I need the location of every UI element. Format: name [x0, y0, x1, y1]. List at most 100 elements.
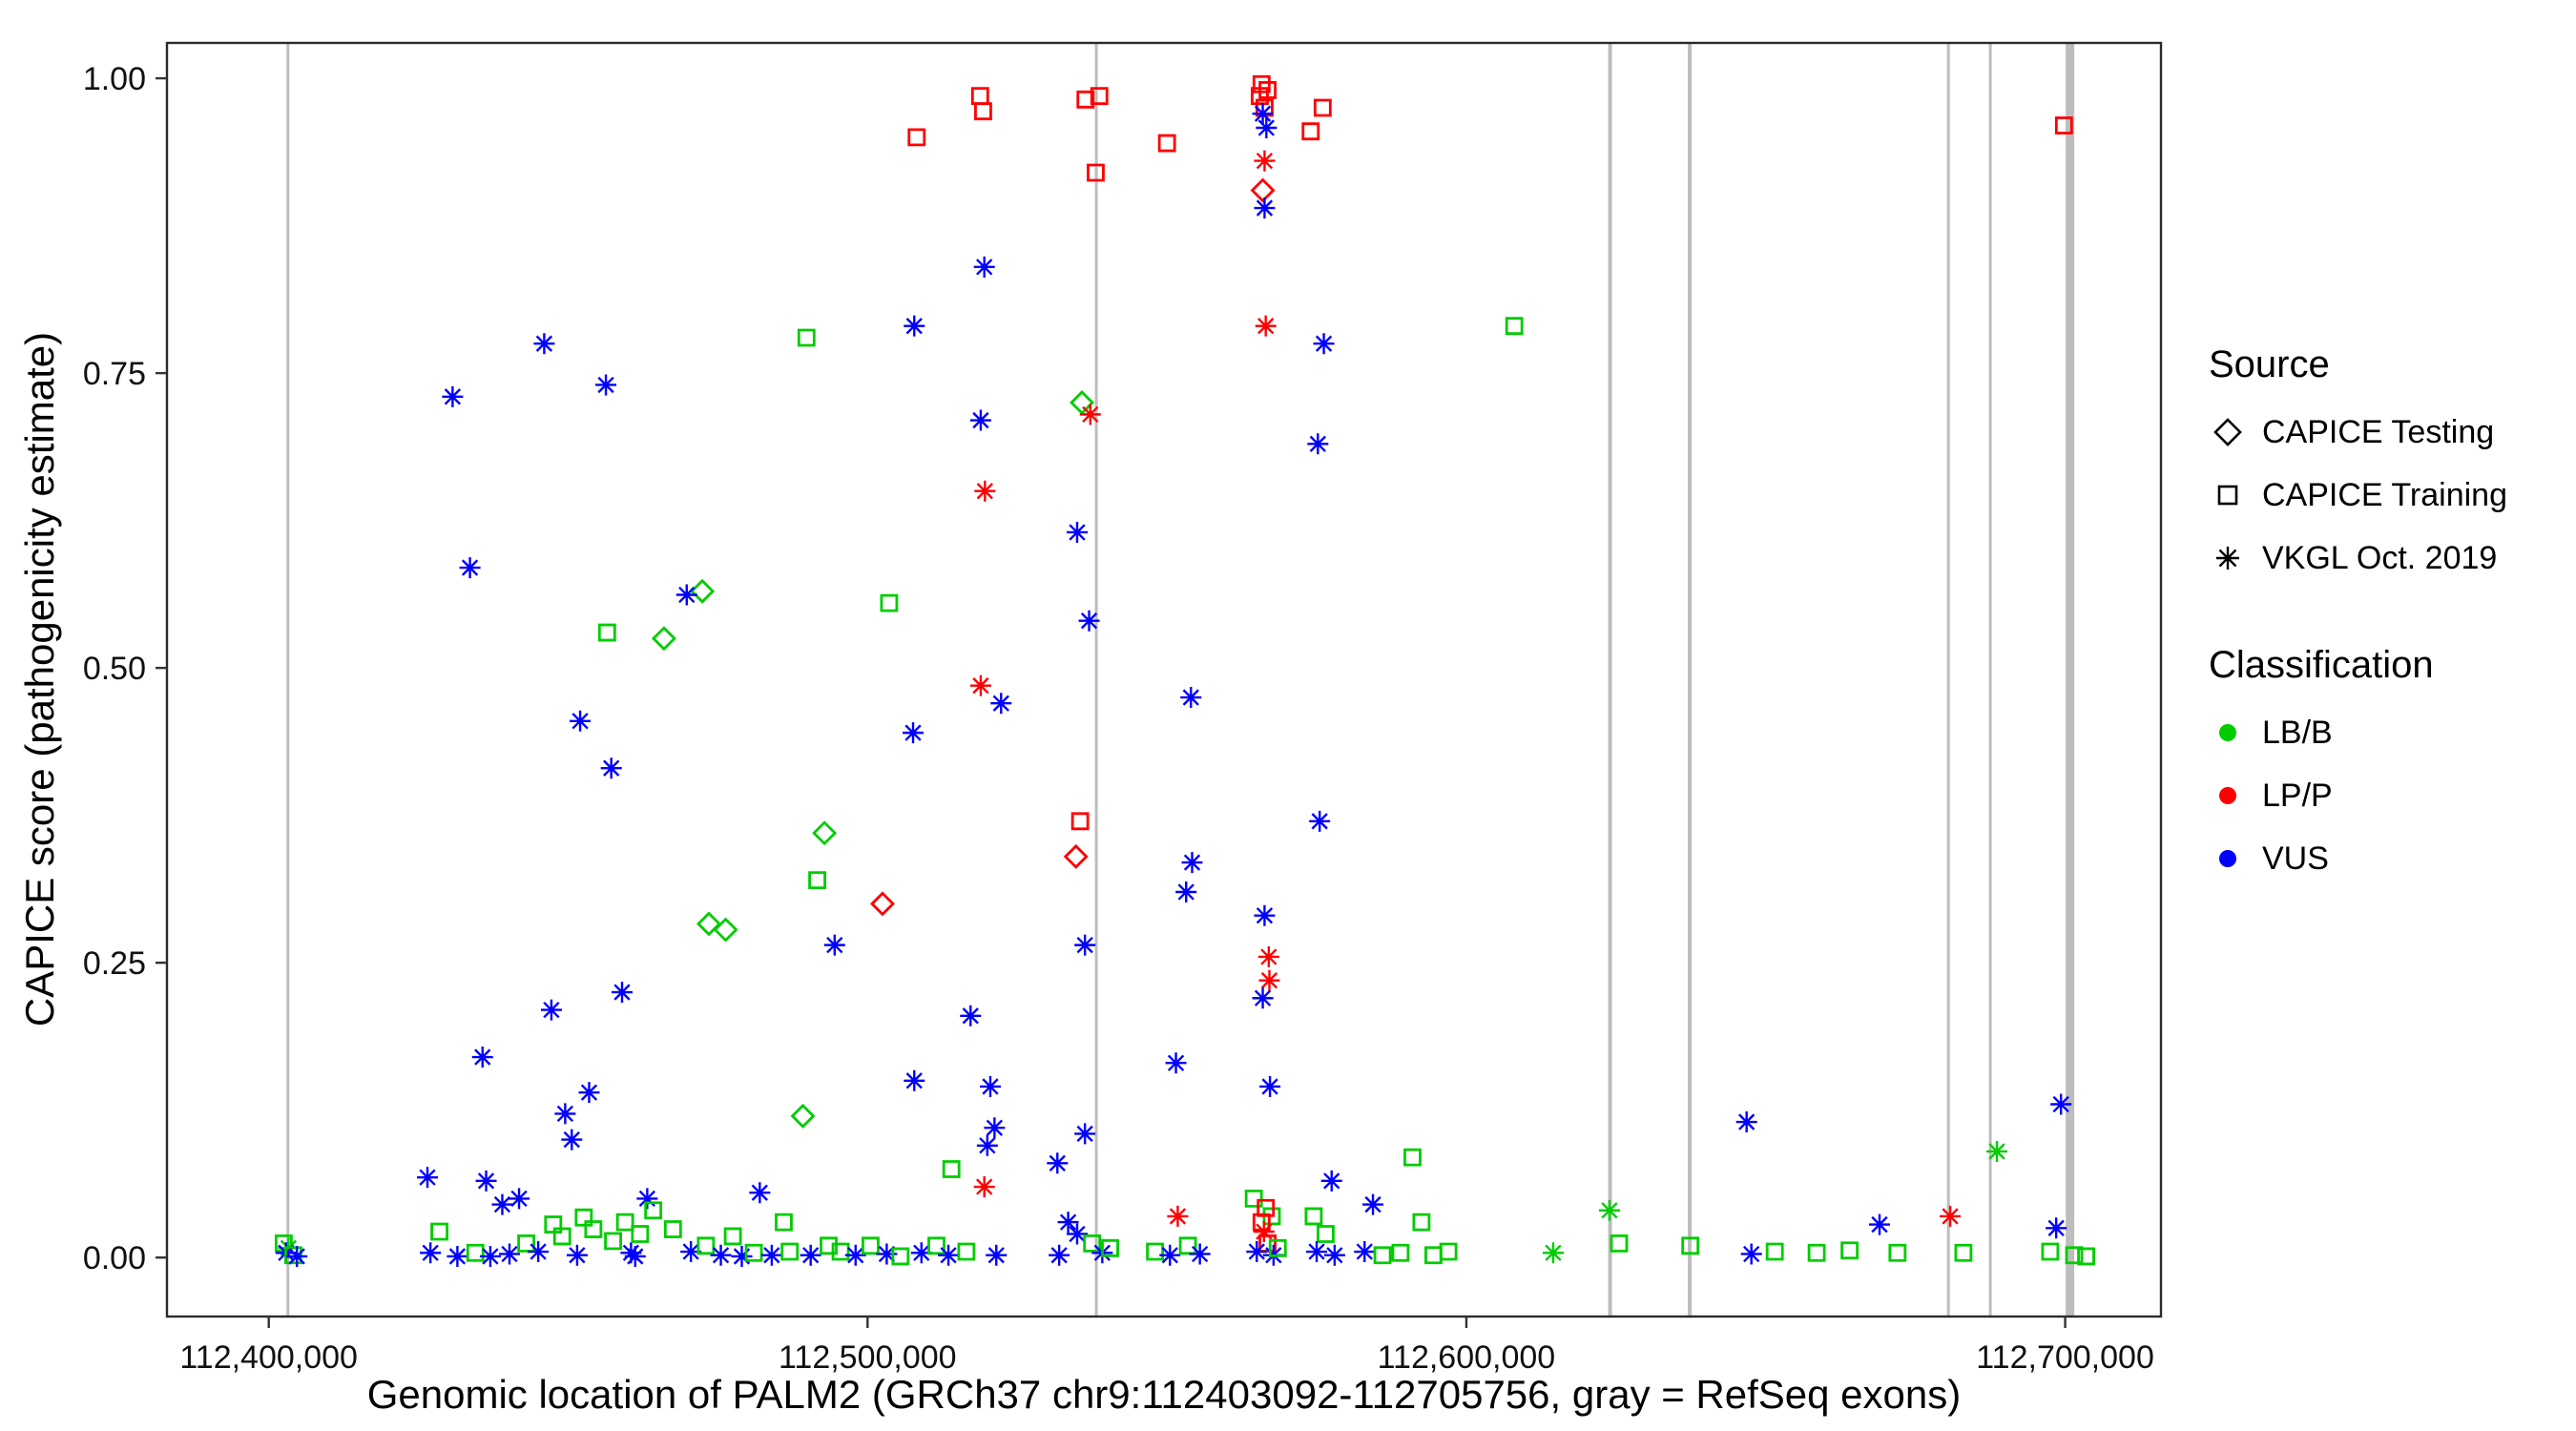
- data-point: [554, 1103, 576, 1125]
- data-point: [797, 328, 816, 347]
- data-point: [417, 1167, 439, 1189]
- data-point: [1424, 1246, 1443, 1265]
- data-point: [1250, 177, 1276, 203]
- legend: Source CAPICE Testing CAPICE Training VK…: [2209, 343, 2562, 944]
- data-point: [1254, 904, 1276, 926]
- data-point: [1181, 852, 1203, 874]
- data-point: [1252, 987, 1274, 1009]
- data-point: [1189, 1243, 1211, 1265]
- data-point: [1159, 1244, 1181, 1266]
- data-point: [1306, 1241, 1328, 1263]
- data-point: [552, 1227, 571, 1246]
- data-point: [1301, 122, 1320, 141]
- data-point: [870, 891, 895, 917]
- legend-classification-block: Classification LB/B LP/P VUS: [2209, 644, 2562, 878]
- data-point: [1304, 1207, 1323, 1226]
- x-tick-label: 112,400,000: [179, 1339, 358, 1376]
- data-point: [1049, 1244, 1070, 1266]
- data-point: [1869, 1213, 1891, 1235]
- data-point: [927, 1236, 945, 1255]
- data-point: [1317, 1225, 1335, 1243]
- data-point: [1254, 197, 1276, 219]
- data-point: [420, 1242, 442, 1264]
- data-point: [780, 1242, 800, 1261]
- data-point: [969, 674, 991, 696]
- data-point: [973, 1176, 995, 1198]
- data-point: [459, 557, 481, 579]
- data-point: [611, 982, 633, 1004]
- data-point: [1253, 1221, 1275, 1242]
- red-dot-icon: [2209, 777, 2247, 815]
- data-point: [1252, 103, 1274, 125]
- data-point: [1954, 1243, 1973, 1262]
- data-point: [696, 1236, 716, 1255]
- data-point: [544, 1215, 563, 1234]
- data-point: [1309, 810, 1331, 832]
- legend-item-vus: VUS: [2209, 840, 2562, 878]
- data-point: [1362, 1193, 1384, 1215]
- data-point: [979, 1075, 1001, 1097]
- data-point: [286, 1245, 308, 1267]
- data-point: [844, 1244, 866, 1266]
- data-point: [533, 333, 555, 355]
- data-point: [1255, 315, 1277, 337]
- data-point: [2054, 116, 2073, 135]
- legend-item-label: VUS: [2262, 840, 2329, 877]
- data-point: [1542, 1242, 1564, 1264]
- data-point: [973, 256, 995, 278]
- legend-item-lbb: LB/B: [2209, 714, 2562, 752]
- data-point: [1251, 87, 1269, 106]
- data-point: [984, 1117, 1006, 1139]
- data-point: [820, 1236, 838, 1255]
- data-point: [904, 315, 925, 337]
- data-point: [1735, 1111, 1757, 1133]
- data-point: [663, 1220, 682, 1238]
- data-point: [2077, 1247, 2095, 1266]
- data-point: [651, 626, 676, 652]
- data-point: [1087, 163, 1105, 182]
- data-point: [578, 1082, 600, 1104]
- data-point: [903, 722, 924, 744]
- data-point: [1412, 1213, 1431, 1232]
- data-point: [1257, 945, 1279, 967]
- data-point: [1258, 1234, 1277, 1253]
- legend-item-label: LP/P: [2262, 777, 2333, 814]
- data-point: [466, 1243, 485, 1262]
- data-point: [1057, 1212, 1079, 1234]
- legend-item-label: CAPICE Training: [2262, 476, 2507, 513]
- legend-item-capice-training: CAPICE Training: [2209, 476, 2562, 514]
- y-tick-label: 0.75: [83, 356, 146, 392]
- data-point: [644, 1201, 663, 1220]
- data-point: [1391, 1243, 1410, 1262]
- data-point: [880, 593, 899, 612]
- data-point: [584, 1220, 603, 1238]
- data-point: [986, 1244, 1008, 1266]
- data-point: [1354, 1241, 1376, 1263]
- data-point: [675, 584, 697, 606]
- data-point: [1252, 1213, 1271, 1232]
- data-point: [1074, 1123, 1096, 1145]
- data-point: [1681, 1236, 1700, 1255]
- data-point: [1066, 1223, 1088, 1245]
- square-shape-icon: [2209, 476, 2247, 514]
- y-tick-label: 0.00: [83, 1240, 146, 1276]
- diamond-shape-icon: [2209, 413, 2247, 451]
- data-point: [1320, 1170, 1342, 1192]
- data-point: [540, 999, 562, 1021]
- legend-source-block: Source CAPICE Testing CAPICE Training VK…: [2209, 343, 2562, 577]
- data-point: [1101, 1238, 1119, 1257]
- data-point: [1313, 98, 1332, 117]
- data-point: [1505, 317, 1524, 336]
- data-point: [1063, 843, 1089, 869]
- data-point: [1079, 404, 1101, 425]
- data-point: [1157, 134, 1176, 153]
- data-point: [960, 1005, 982, 1027]
- data-point: [1807, 1243, 1826, 1262]
- data-point: [528, 1241, 550, 1263]
- data-point: [631, 1225, 650, 1243]
- data-point: [430, 1222, 448, 1241]
- data-point: [566, 1244, 588, 1266]
- data-point: [1439, 1242, 1458, 1261]
